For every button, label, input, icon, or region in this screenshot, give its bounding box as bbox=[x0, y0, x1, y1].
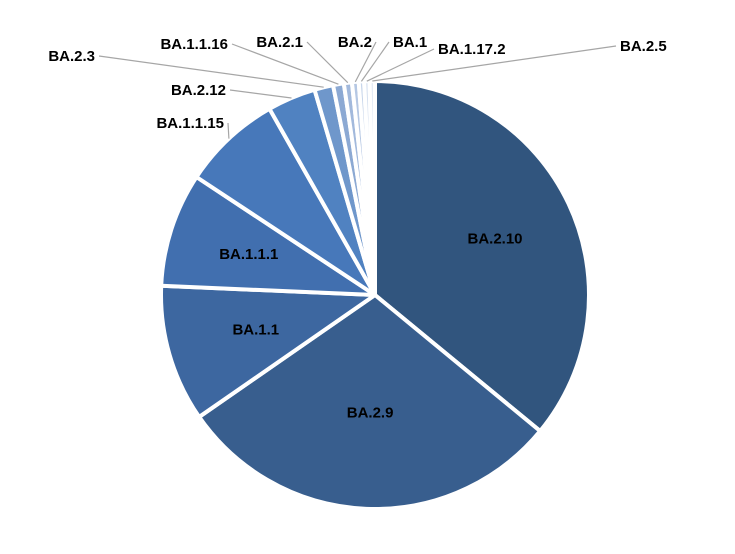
slice-label-ba-2-3: BA.2.3 bbox=[48, 48, 95, 65]
slice-labels: BA.2.10 BA.2.9 BA.1.1 BA.1.1.1 BA.1.1.15 BA.2… bbox=[48, 34, 666, 422]
pie-slice-ba-2-10 bbox=[373, 79, 591, 434]
slice-label-ba-2: BA.2 bbox=[338, 34, 372, 51]
leader-line-ba-1 bbox=[360, 41, 390, 82]
pie-slices bbox=[159, 79, 591, 511]
leader-line-ba-1-1-16 bbox=[231, 43, 339, 85]
slice-label-ba-1-1-16: BA.1.1.16 bbox=[160, 36, 228, 53]
leader-line-ba-1-17-2 bbox=[366, 48, 435, 82]
slice-label-ba-2-12: BA.2.12 bbox=[171, 82, 226, 99]
leader-line-ba-2 bbox=[354, 41, 377, 83]
slice-label-ba-2-5: BA.2.5 bbox=[620, 38, 667, 55]
slice-label-ba-1-1-15: BA.1.1.15 bbox=[156, 115, 224, 132]
slice-label-ba-1-1-1: BA.1.1.1 bbox=[219, 246, 278, 263]
slice-label-ba-1: BA.1 bbox=[393, 34, 427, 51]
pie-slice-ba-1-1-1 bbox=[159, 174, 377, 297]
leader-lines bbox=[98, 41, 617, 139]
leader-line-ba-2-3 bbox=[98, 55, 324, 88]
pie-slice-ba-2-9 bbox=[197, 293, 543, 511]
slice-label-ba-2-9: BA.2.9 bbox=[347, 405, 394, 422]
leader-line-ba-1-1-15 bbox=[227, 122, 230, 139]
slice-label-ba-1-1: BA.1.1 bbox=[232, 322, 279, 339]
slice-label-ba-2-1: BA.2.1 bbox=[256, 34, 303, 51]
leader-line-ba-2-1 bbox=[306, 41, 349, 84]
slice-label-ba-2-10: BA.2.10 bbox=[467, 230, 522, 247]
pie-slice-ba-1-1 bbox=[159, 283, 377, 419]
leader-line-ba-2-12 bbox=[229, 89, 292, 99]
slice-label-ba-1-17-2: BA.1.17.2 bbox=[438, 41, 506, 58]
leader-line-ba-2-5 bbox=[372, 45, 617, 82]
